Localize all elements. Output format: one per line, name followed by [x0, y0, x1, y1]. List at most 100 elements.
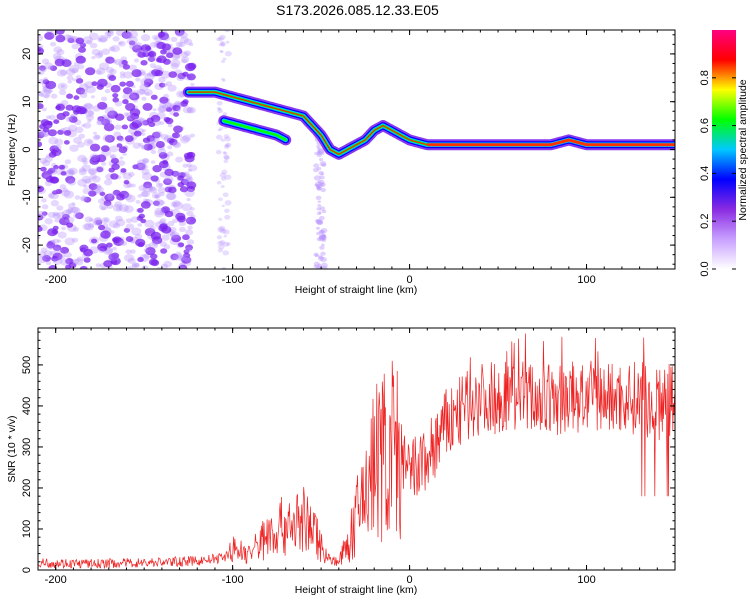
- snr-y-label: SNR (10 * v/v): [6, 415, 18, 482]
- spectrogram-point: [221, 204, 225, 208]
- spectrogram-point: [139, 83, 149, 91]
- spectrogram-point: [82, 36, 93, 44]
- spectrogram-point: [319, 245, 325, 250]
- spectrogram-point: [165, 101, 171, 105]
- spectrogram-point: [108, 253, 118, 261]
- spectrogram-point: [38, 65, 42, 70]
- spectrogram-point: [60, 127, 66, 132]
- spectrogram-point: [167, 145, 173, 150]
- spectrogram-point: [141, 71, 146, 75]
- spectrogram-point: [170, 36, 178, 43]
- spectrogram-point: [145, 91, 150, 96]
- spectrogram-point: [125, 80, 134, 88]
- spectrogram-point: [56, 205, 64, 211]
- spectrogram-point: [50, 41, 57, 47]
- spectrogram-point: [219, 240, 226, 245]
- spectrogram-point: [78, 168, 87, 176]
- spectrogram-point: [47, 228, 58, 237]
- spectrogram-point: [219, 172, 227, 178]
- spectrogram-point: [119, 156, 124, 160]
- spectrogram-point: [41, 204, 49, 210]
- spectrogram-point: [103, 200, 112, 207]
- spectrogram-point: [83, 104, 88, 108]
- spectrogram-peak-band: [427, 138, 675, 147]
- spectrogram-point: [68, 167, 78, 175]
- spectrogram-point: [318, 170, 324, 176]
- spectrogram-point: [317, 266, 324, 269]
- spectrogram-point: [78, 46, 86, 53]
- spectrogram-point: [216, 37, 222, 42]
- spectrogram-point: [172, 141, 182, 149]
- spectrogram-point: [177, 181, 185, 188]
- spectrogram-point: [118, 146, 128, 154]
- spectrogram-point: [143, 248, 149, 253]
- spectrogram-point: [95, 52, 103, 59]
- spectrogram-point: [104, 179, 113, 186]
- spectrogram-point: [150, 175, 159, 182]
- spectrogram-point: [316, 231, 321, 236]
- spectrogram-point: [83, 184, 88, 189]
- spectrogram-point: [119, 71, 125, 76]
- spectrogram-point: [128, 171, 135, 177]
- spectrogram-point: [160, 248, 168, 254]
- spectrogram-point: [316, 147, 321, 151]
- spectrogram-point: [159, 96, 169, 104]
- spectrogram-point: [173, 112, 180, 117]
- spectrogram-point: [157, 148, 167, 155]
- spectrogram-point: [152, 241, 159, 246]
- spectrogram-point: [61, 226, 66, 231]
- spectrogram-point: [83, 248, 93, 257]
- spectrogram-point: [179, 136, 190, 144]
- spectrogram-point: [160, 133, 169, 140]
- spectrogram-point: [183, 152, 193, 160]
- spectrogram-point: [101, 118, 113, 126]
- spectrogram-point: [122, 64, 131, 70]
- spectrogram-point: [226, 242, 231, 246]
- spectrogram-point: [47, 167, 58, 176]
- spectrogram-point: [185, 218, 190, 222]
- spectrogram-point: [112, 97, 120, 103]
- spectrogram-point: [144, 72, 155, 81]
- spectrogram-point: [68, 116, 78, 123]
- spectrogram-point: [172, 47, 183, 55]
- spectrogram-point: [137, 194, 143, 198]
- spectrogram-point: [222, 112, 228, 116]
- spectrogram-point: [114, 215, 123, 222]
- spectrogram-point: [114, 201, 123, 208]
- spectrogram-point: [46, 242, 57, 250]
- spectrogram-point: [58, 89, 67, 96]
- spectrogram-point: [174, 100, 182, 106]
- spectrogram-point: [82, 223, 92, 231]
- spectrogram-point: [112, 222, 121, 229]
- spectrogram-point: [73, 212, 82, 219]
- spectrogram-point: [75, 74, 82, 80]
- spectrogram-point: [223, 155, 230, 160]
- spectrogram-point: [314, 152, 319, 156]
- spectrogram-point: [51, 32, 58, 38]
- spectrogram-point: [116, 135, 124, 141]
- spectrogram-point: [128, 36, 138, 44]
- spectrogram-point: [177, 242, 185, 248]
- spectrogram-point: [141, 168, 150, 175]
- spectrogram-point: [53, 165, 59, 170]
- spectrogram-point: [39, 157, 48, 164]
- spectrogram-point: [114, 124, 122, 130]
- spectrogram-point: [67, 116, 73, 121]
- spectrogram-point: [130, 249, 136, 254]
- spectrogram-point: [84, 178, 92, 184]
- spectrogram-point: [101, 161, 107, 166]
- spectrogram-point: [110, 44, 120, 53]
- spectrogram-point: [38, 128, 44, 133]
- spectrogram-point: [223, 159, 229, 164]
- spectrogram-point: [220, 50, 224, 54]
- spectrogram-point: [105, 247, 114, 254]
- spectrogram-point: [186, 107, 194, 113]
- spectrogram-point: [175, 106, 181, 111]
- spectrogram-point: [189, 133, 195, 138]
- spectrogram-point: [47, 193, 55, 199]
- spectrogram-point: [42, 160, 51, 167]
- y-tick-label: 400: [21, 397, 33, 415]
- spectrogram-point: [220, 138, 225, 142]
- spectrogram-point: [186, 239, 195, 245]
- spectrogram-point: [140, 77, 151, 86]
